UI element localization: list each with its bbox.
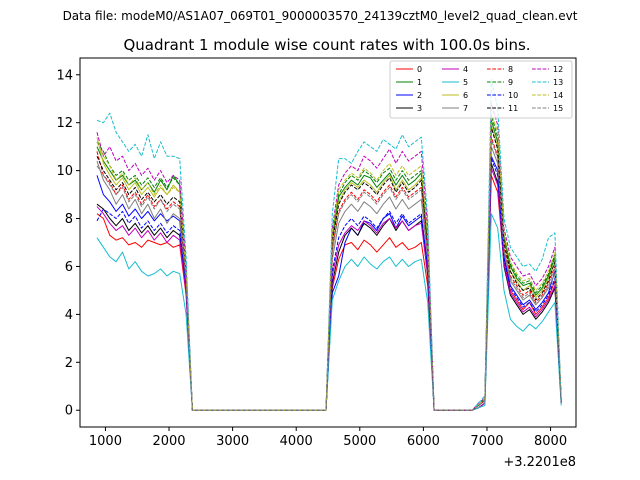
y-tick-label: 0 (65, 404, 73, 419)
x-tick-label: 8000 (534, 434, 567, 449)
legend-label-8: 8 (508, 65, 513, 74)
legend-label-11: 11 (508, 104, 518, 113)
x-offset-label: +3.2201e8 (503, 455, 576, 470)
series-layer (96, 79, 562, 411)
legend-frame (389, 60, 573, 119)
series-line-15 (96, 139, 562, 411)
x-tick-label: 7000 (470, 434, 503, 449)
legend-label-0: 0 (417, 65, 422, 74)
x-axis: 1000 2000 3000 4000 5000 6000 7000 8000 (89, 427, 567, 449)
y-tick-label: 10 (56, 164, 73, 179)
y-tick-label: 2 (65, 356, 73, 371)
x-tick-label: 5000 (343, 434, 376, 449)
legend-label-14: 14 (553, 91, 563, 100)
legend-label-15: 15 (553, 104, 563, 113)
legend-label-2: 2 (417, 91, 422, 100)
legend-label-4: 4 (463, 65, 468, 74)
y-tick-label: 4 (65, 308, 73, 323)
legend-label-9: 9 (508, 78, 513, 87)
legend-label-10: 10 (508, 91, 518, 100)
legend-label-5: 5 (463, 78, 468, 87)
legend-label-6: 6 (463, 91, 468, 100)
figure-suptitle: Data file: modeM0/AS1A07_069T01_90000035… (63, 9, 578, 23)
x-tick-label: 1000 (89, 434, 122, 449)
legend-label-1: 1 (417, 78, 422, 87)
x-tick-label: 4000 (280, 434, 313, 449)
legend-label-7: 7 (463, 104, 468, 113)
y-tick-label: 6 (65, 260, 73, 275)
x-tick-label: 6000 (407, 434, 440, 449)
y-tick-label: 8 (65, 212, 73, 227)
y-axis: 0 2 4 6 8 10 12 14 (56, 68, 80, 419)
legend-label-3: 3 (417, 104, 422, 113)
series-line-5 (96, 213, 562, 411)
chart-title: Quadrant 1 module wise count rates with … (123, 36, 530, 54)
x-tick-label: 2000 (152, 434, 185, 449)
legend-label-12: 12 (553, 65, 563, 74)
x-tick-label: 3000 (216, 434, 249, 449)
series-line-13 (96, 79, 562, 411)
legend-label-13: 13 (553, 78, 563, 87)
plot-area (79, 57, 577, 428)
y-tick-label: 12 (56, 116, 73, 131)
y-tick-label: 14 (56, 68, 73, 83)
axes-frame (79, 57, 577, 428)
